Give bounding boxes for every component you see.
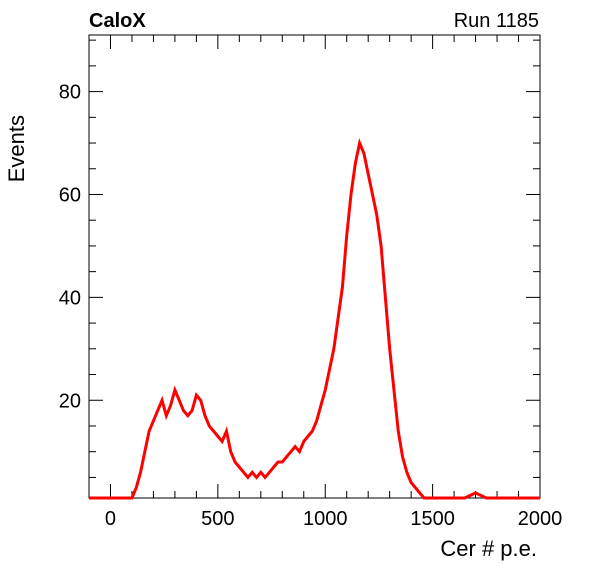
x-axis: 0 500 1000 1500 2000	[88, 35, 563, 530]
y-axis-title: Events	[4, 115, 29, 182]
series-line	[89, 137, 540, 500]
y-axis: 20 40 60 80	[59, 39, 540, 478]
y-tick-label: 20	[59, 390, 81, 412]
experiment-label: CaloX	[89, 10, 146, 32]
x-axis-title: Cer # p.e.	[440, 536, 537, 561]
plot-area	[89, 137, 540, 500]
x-tick-label: 2000	[518, 508, 563, 530]
x-tick-label: 1500	[410, 508, 455, 530]
x-tick-label: 0	[105, 508, 116, 530]
run-label: Run 1185	[454, 10, 539, 32]
y-tick-label: 40	[59, 287, 81, 309]
y-tick-label: 80	[59, 82, 81, 104]
x-tick-label: 500	[201, 508, 234, 530]
x-tick-label: 1000	[303, 508, 348, 530]
y-tick-label: 60	[59, 184, 81, 206]
plot-frame	[88, 34, 541, 499]
